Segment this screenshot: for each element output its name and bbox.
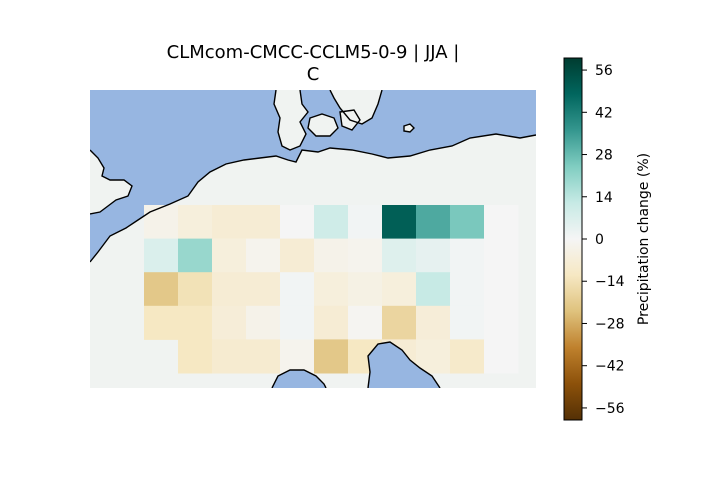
grid-cell: [484, 205, 519, 240]
coastline-denmark: [273, 90, 309, 151]
grid-cell: [178, 305, 213, 340]
grid-cell: [280, 272, 315, 307]
grid-cell: [416, 339, 451, 374]
map-panel: [90, 90, 536, 388]
grid-cell: [484, 305, 519, 340]
coastline-islands-1: [307, 113, 339, 137]
grid-cell: [144, 205, 179, 240]
grid-cell: [212, 238, 247, 273]
north-sea-and-baltic-ocean: [90, 90, 536, 262]
grid-cell: [144, 238, 179, 273]
colorbar-gradient: [563, 57, 583, 421]
grid-cell: [144, 272, 179, 307]
grid-cell: [280, 305, 315, 340]
grid-cell: [246, 339, 281, 374]
colorbar-tick-label: −42: [595, 359, 625, 375]
colorbar: 56 42 28 14 0 −14 −28 −42 −56 Precipitation chan…: [563, 57, 652, 421]
grid-cell: [348, 205, 383, 240]
mediterranean-adriatic-ocean: [272, 342, 440, 388]
grid-cell: [178, 339, 213, 374]
colorbar-tick-label: 42: [595, 105, 613, 121]
colorbar-tick-label: −14: [595, 274, 625, 290]
colorbar-tick-label: −56: [595, 401, 625, 417]
grid-cell: [314, 305, 349, 340]
colorbar-tick-label: −28: [595, 316, 625, 332]
colorbar-tick-label: 14: [595, 190, 613, 206]
grid-cell: [144, 305, 179, 340]
grid-cell: [348, 238, 383, 273]
grid-cell: [450, 339, 485, 374]
grid-cell: [348, 305, 383, 340]
grid-cell: [416, 238, 451, 273]
grid-cell: [178, 272, 213, 307]
grid-cell: [416, 305, 451, 340]
grid-cell: [314, 272, 349, 307]
grid-cell: [484, 339, 519, 374]
grid-cell: [382, 238, 417, 273]
grid-cell: [450, 238, 485, 273]
grid-cell: [178, 205, 213, 240]
grid-cell: [314, 205, 349, 240]
danish-islands-land: [308, 114, 338, 136]
denmark-land: [274, 90, 308, 150]
grid-cell: [212, 339, 247, 374]
map-title-line-1: CLMcom-CMCC-CCLM5-0-9 | JJA |: [167, 42, 460, 63]
grid-cell: [450, 305, 485, 340]
grid-cell: [280, 339, 315, 374]
coastlines: [90, 90, 536, 388]
colorbar-tick-label: 28: [595, 148, 613, 164]
coastline-adriatic: [367, 341, 441, 388]
colorbar-tick-label: 0: [595, 232, 604, 248]
grid-cell: [484, 238, 519, 273]
coastline-south-west: [271, 369, 327, 388]
coastline-north: [90, 133, 536, 263]
grid-cell: [212, 305, 247, 340]
coastline-bornholm: [403, 123, 415, 133]
grid-cell: [382, 205, 417, 240]
grid-cell: [212, 205, 247, 240]
grid-cell: [314, 238, 349, 273]
grid-cell: [382, 272, 417, 307]
grid-cell: [246, 238, 281, 273]
grid-cell: [416, 205, 451, 240]
grid-cell: [246, 272, 281, 307]
grid-cell: [246, 205, 281, 240]
grid-cell: [382, 305, 417, 340]
grid-cell: [280, 238, 315, 273]
grid-cell: [484, 272, 519, 307]
colorbar-label: Precipitation change (%): [636, 153, 652, 325]
grid-cell: [416, 272, 451, 307]
grid-cell: [178, 238, 213, 273]
grid-cell: [348, 272, 383, 307]
grid-cell: [314, 339, 349, 374]
sweden-land: [330, 90, 382, 124]
precipitation-grid: [144, 205, 519, 374]
grid-cell: [246, 305, 281, 340]
colorbar-ticks: 56 42 28 14 0 −14 −28 −42 −56: [582, 63, 625, 417]
coastline-islands-2: [339, 109, 361, 131]
coastline-sweden: [329, 90, 383, 125]
coastline-britain: [90, 149, 133, 215]
colorbar-tick-label: 56: [595, 63, 613, 79]
map-title-line-2: C: [307, 64, 320, 85]
grid-cell: [280, 205, 315, 240]
grid-cell: [212, 272, 247, 307]
grid-cell: [450, 205, 485, 240]
grid-cell: [450, 272, 485, 307]
